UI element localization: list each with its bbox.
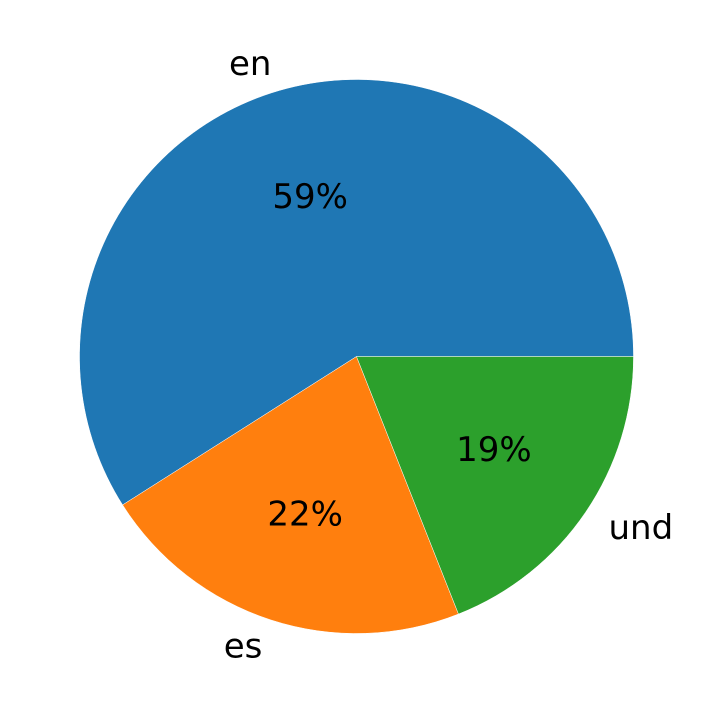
- pie-slice-en: [79, 79, 634, 506]
- slice-percent-es: 22%: [267, 495, 343, 535]
- pie-slices: [79, 79, 634, 634]
- slice-percent-und: 19%: [456, 430, 532, 470]
- slice-label-en: en: [229, 44, 271, 84]
- slice-label-und: und: [609, 508, 674, 548]
- pie-labels: en 59% es 22% und 19%: [224, 44, 673, 666]
- pie-slice-und: [356, 356, 634, 615]
- slice-label-es: es: [224, 626, 263, 666]
- slice-percent-en: 59%: [272, 177, 348, 217]
- pie-slice-es: [122, 356, 459, 634]
